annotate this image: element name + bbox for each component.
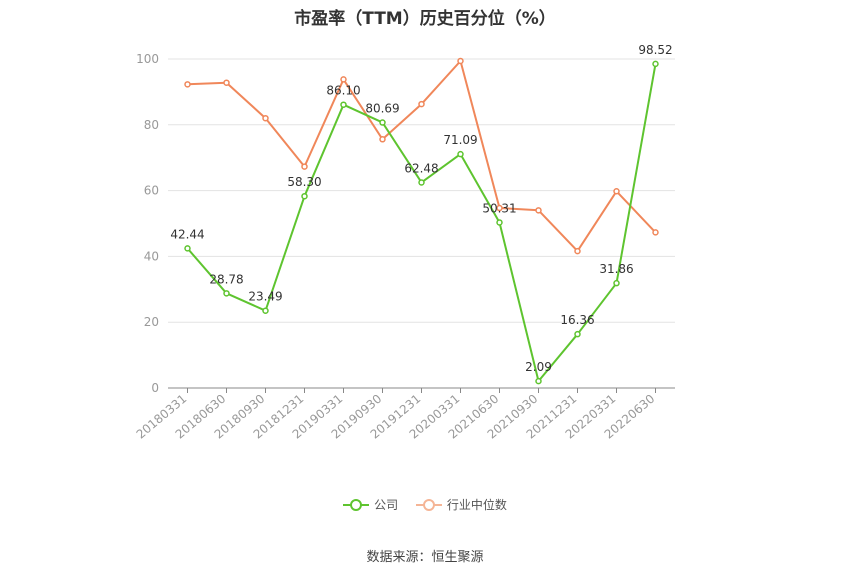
y-tick-label-0: 0 [151, 381, 159, 395]
chart-title: 市盈率（TTM）历史百分位（%） [294, 9, 556, 29]
data-point-s0-2 [262, 307, 269, 314]
data-point-s0-0 [184, 245, 191, 252]
data-point-s1-6 [418, 100, 425, 108]
data-labels: 42.44 28.78 23.49 58.30 86.10 80.69 62.48 71.09… [170, 43, 672, 374]
data-point-s0-11 [613, 279, 620, 287]
y-tick-label-40: 40 [144, 249, 159, 263]
data-point-s1-9 [535, 207, 542, 214]
data-point-s1-12 [652, 229, 659, 236]
data-label-6: 62.48 [404, 161, 438, 175]
series-lines [184, 57, 659, 385]
data-label-0: 42.44 [170, 227, 204, 241]
data-point-s0-10 [574, 330, 581, 338]
data-point-s1-5 [379, 136, 386, 143]
legend-company-marker [343, 498, 370, 511]
data-point-s1-10 [574, 247, 581, 255]
data-label-8: 50.31 [482, 201, 516, 215]
data-point-s1-11 [613, 188, 620, 195]
axes: 0204060801002018033120180630201809302018… [134, 52, 675, 442]
data-point-s1-2 [262, 114, 269, 122]
legend-item-company[interactable]: 公司 [343, 496, 398, 513]
data-point-s1-4 [340, 76, 347, 83]
data-label-3: 58.30 [287, 175, 321, 189]
y-tick-label-100: 100 [136, 52, 159, 66]
data-source-note: 数据来源：恒生聚源 [366, 550, 484, 565]
data-point-s0-6 [418, 179, 425, 186]
data-label-12: 98.52 [638, 43, 672, 57]
data-label-4: 86.10 [326, 84, 360, 98]
grid-lines [168, 58, 675, 323]
data-label-9: 2.09 [525, 360, 552, 374]
legend-industry-label: 行业中位数 [446, 498, 507, 512]
legend-industry-marker [415, 498, 442, 511]
data-point-s0-5 [379, 119, 386, 126]
data-label-1: 28.78 [209, 272, 243, 286]
data-point-s1-7 [457, 57, 464, 65]
data-label-2: 23.49 [248, 290, 282, 304]
data-label-7: 71.09 [443, 133, 477, 147]
data-point-s1-0 [184, 81, 191, 88]
legend-company-label: 公司 [374, 498, 399, 512]
y-tick-label-80: 80 [144, 118, 159, 132]
data-point-s0-4 [340, 101, 347, 108]
y-tick-label-60: 60 [144, 184, 159, 198]
legend-item-industry-median[interactable]: 行业中位数 [415, 496, 507, 513]
data-point-s0-7 [457, 150, 464, 158]
data-point-s1-3 [301, 163, 308, 170]
data-point-s1-8 [496, 204, 503, 212]
data-label-10: 16.36 [560, 313, 594, 327]
series-line-1 [187, 60, 657, 253]
legend: 公司 行业中位数 [0, 496, 850, 514]
data-point-s0-9 [535, 377, 542, 385]
data-point-s0-3 [301, 192, 308, 200]
data-point-s0-1 [223, 290, 230, 297]
y-tick-label-20: 20 [144, 315, 159, 329]
data-point-s1-1 [223, 79, 230, 86]
data-label-5: 80.69 [365, 102, 399, 116]
data-label-11: 31.86 [599, 262, 633, 276]
data-point-s0-8 [496, 219, 503, 226]
data-point-s0-12 [652, 60, 659, 68]
